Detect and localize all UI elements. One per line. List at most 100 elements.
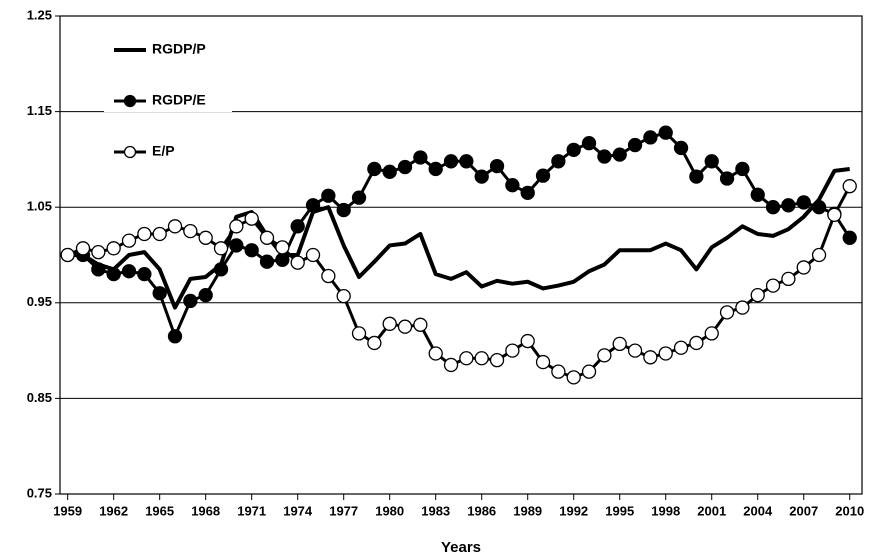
data-point: [321, 188, 336, 203]
data-point: [351, 326, 367, 341]
data-point: [811, 200, 827, 215]
data-point: [60, 247, 75, 263]
data-point: [643, 130, 658, 145]
data-point: [704, 154, 719, 169]
data-point: [397, 159, 413, 175]
data-point: [735, 300, 750, 315]
data-point: [643, 350, 658, 365]
x-tick-label: 1974: [283, 503, 313, 518]
data-point: [627, 343, 643, 358]
legend-marker: [123, 145, 137, 159]
data-point: [137, 226, 152, 242]
data-point: [566, 370, 581, 385]
data-point: [152, 286, 167, 301]
plot-border: [59, 15, 863, 495]
data-point: [719, 171, 735, 186]
data-point: [673, 340, 689, 355]
x-tick-label: 2001: [697, 503, 726, 518]
data-point: [259, 254, 275, 269]
data-point: [229, 238, 244, 253]
data-point: [213, 241, 229, 256]
data-point: [213, 262, 229, 277]
data-point: [827, 207, 842, 222]
data-point: [75, 241, 91, 256]
x-tick-label: 1977: [329, 503, 358, 518]
data-point: [474, 351, 489, 366]
data-point: [551, 364, 566, 379]
data-point: [612, 336, 627, 352]
data-point: [581, 135, 597, 151]
x-tick-label: 2007: [789, 503, 818, 518]
data-point: [229, 219, 244, 234]
data-point: [551, 154, 566, 169]
data-point: [91, 262, 106, 277]
x-tick-label: 1986: [467, 503, 496, 518]
data-point: [566, 142, 581, 157]
data-point: [443, 154, 459, 169]
x-axis-label: Years: [441, 539, 481, 556]
y-tick-label: 1.05: [27, 199, 52, 214]
x-tick-label: 1980: [375, 503, 404, 518]
data-point: [382, 164, 397, 179]
x-tick-label: 1968: [191, 503, 220, 518]
y-tick-label: 0.95: [27, 294, 52, 309]
legend-label: E/P: [152, 143, 175, 159]
data-point: [658, 125, 673, 140]
data-point: [336, 202, 351, 218]
data-point: [121, 264, 137, 279]
data-point: [627, 137, 643, 153]
series-line: [67, 131, 851, 338]
data-point: [244, 211, 259, 226]
data-point: [167, 219, 183, 234]
data-point: [459, 351, 474, 366]
data-point: [152, 226, 167, 242]
data-point: [183, 293, 198, 309]
legend-label: RGDP/P: [152, 41, 206, 57]
x-tick-label: 1959: [53, 503, 82, 518]
data-point: [183, 223, 198, 239]
x-tick-label: 1962: [99, 503, 128, 518]
y-tick-label: 0.85: [27, 390, 52, 405]
legend-marker: [123, 94, 137, 108]
legend-background: [104, 39, 232, 61]
data-point: [673, 140, 689, 156]
data-point: [735, 161, 750, 177]
data-point: [459, 154, 474, 169]
data-point: [106, 266, 121, 282]
series-line: [67, 166, 850, 310]
data-point: [106, 241, 121, 256]
data-point: [781, 271, 796, 287]
data-point: [305, 247, 321, 263]
data-point: [750, 288, 765, 303]
data-point: [198, 230, 213, 245]
data-point: [121, 233, 137, 248]
data-point: [413, 150, 428, 165]
data-point: [658, 346, 673, 361]
y-tick-label: 0.75: [27, 485, 52, 500]
legend-label: RGDP/E: [152, 92, 206, 108]
data-point: [413, 317, 428, 332]
data-point: [305, 198, 321, 213]
data-point: [505, 343, 520, 358]
data-point: [597, 149, 612, 164]
x-tick-label: 1983: [421, 503, 450, 518]
data-point: [520, 333, 535, 349]
data-point: [719, 305, 735, 320]
x-tick-label: 1989: [513, 503, 542, 518]
data-point: [597, 348, 612, 363]
data-point: [842, 179, 857, 194]
data-point: [474, 169, 489, 184]
data-point: [321, 268, 336, 284]
data-point: [275, 252, 290, 267]
x-tick-label: 1971: [237, 503, 266, 518]
data-point: [689, 169, 704, 184]
data-point: [535, 168, 551, 183]
data-point: [428, 161, 443, 177]
data-point: [137, 266, 152, 282]
data-point: [535, 354, 551, 370]
data-point: [382, 316, 397, 331]
data-point: [244, 243, 259, 258]
data-point: [765, 278, 781, 293]
data-point: [581, 364, 597, 379]
data-point: [489, 353, 505, 368]
